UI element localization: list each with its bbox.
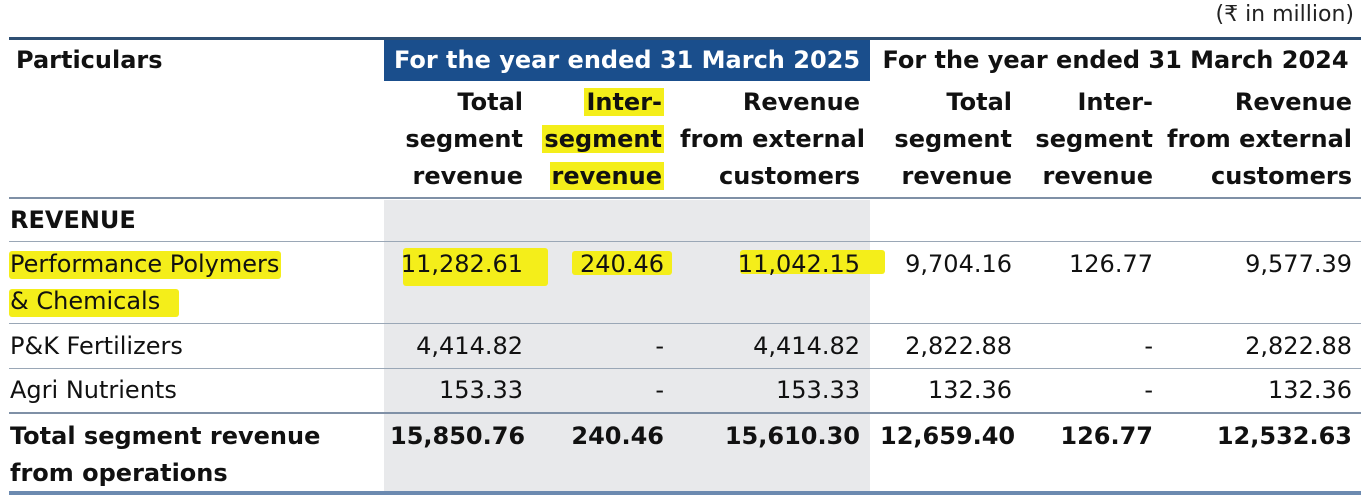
cell-value: 2,822.88 [905,332,1012,360]
total-value: 240.46 [571,422,664,450]
cell-value: 240.46 [580,250,664,278]
cell-value: 153.33 [776,376,860,404]
row-label: & Chemicals [10,287,161,315]
cell-value: 11,042.15 [737,250,860,278]
cell-value: 132.36 [928,376,1012,404]
col-head-2025-inter: Inter- segment revenue [542,88,664,190]
cell-value: 2,822.88 [1245,332,1352,360]
cell-value: - [655,376,664,404]
cell-value: 153.33 [439,376,523,404]
fy2025-header-band [384,40,870,81]
row-label: P&K Fertilizers [10,332,183,360]
cell-value: - [655,332,664,360]
cell-value: 9,704.16 [905,250,1012,278]
row-label: Agri Nutrients [10,376,177,404]
total-value: 126.77 [1060,422,1153,450]
col-head-2024-total: Total segment revenue [894,88,1012,190]
hl-box-row1-v2 [572,251,672,275]
col-head-2024-external: Revenue from external customers [1167,88,1352,190]
col-head-2025-total: Total segment revenue [405,88,523,190]
hl-box-row1-label-2 [9,289,179,317]
total-value: 15,610.30 [724,422,860,450]
fy2025-header: For the year ended 31 March 2025 [393,46,861,74]
total-value: 12,532.63 [1216,422,1352,450]
cell-value: 11,282.61 [400,250,523,278]
hl-box-row1-label-1 [9,251,281,279]
unit-note: (₹ in million) [1215,2,1355,27]
hl-box-row1-v3 [740,250,885,274]
row-label: Performance Polymers [10,250,280,278]
particulars-header: Particulars [16,46,163,74]
fy2024-header: For the year ended 31 March 2024 [882,46,1349,74]
cell-value: - [1144,376,1153,404]
cell-value: - [1144,332,1153,360]
cell-value: 4,414.82 [753,332,860,360]
total-divider [9,412,1361,414]
header-divider [9,197,1361,199]
total-value: 15,850.76 [390,422,526,450]
hl-box-row1-v1 [403,248,548,286]
cell-value: 126.77 [1069,250,1153,278]
total-label: from operations [10,459,228,487]
table-top-rule [9,37,1361,40]
row-divider [9,323,1361,324]
row-divider [9,368,1361,369]
row-divider [9,241,1361,242]
section-label-revenue: REVENUE [10,206,136,234]
col-head-2025-external: Revenue from external customers [680,88,865,190]
cell-value: 132.36 [1268,376,1352,404]
cell-value: 4,414.82 [416,332,523,360]
cell-value: 9,577.39 [1245,250,1352,278]
table-bottom-rule [9,491,1361,495]
total-label: Total segment revenue [10,422,321,450]
total-value: 12,659.40 [880,422,1016,450]
col-head-2024-inter: Inter-segment revenue [1035,88,1153,190]
